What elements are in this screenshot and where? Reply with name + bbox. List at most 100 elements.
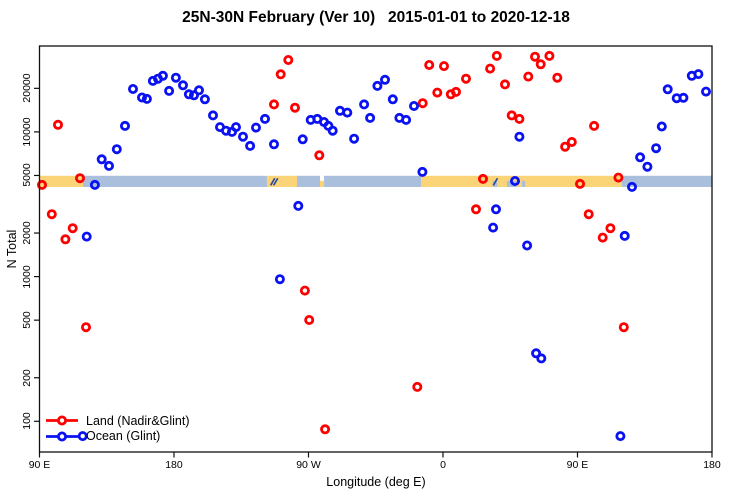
data-point-land <box>544 50 555 61</box>
legend: Land (Nadir&Glint) Ocean (Glint) <box>44 413 190 444</box>
x-tick-label: 90 W <box>296 459 321 471</box>
y-tick-label: 20000 <box>21 73 33 103</box>
data-point-land <box>560 141 571 152</box>
y-tick-label: 2000 <box>21 221 33 245</box>
data-point-ocean <box>327 125 338 136</box>
data-point-ocean <box>259 113 270 124</box>
data-point-land <box>46 209 57 220</box>
x-tick-label: 90 E <box>566 459 589 471</box>
data-point-land <box>575 178 586 189</box>
data-point-ocean <box>164 85 175 96</box>
map-band-segment <box>421 175 623 187</box>
data-point-ocean <box>89 179 100 190</box>
data-point-ocean <box>245 140 256 151</box>
data-point-land <box>530 51 541 62</box>
map-band-coast-detail <box>272 177 279 186</box>
data-point-land <box>67 223 78 234</box>
data-point-land <box>417 98 428 109</box>
data-point-ocean <box>372 80 383 91</box>
data-point-land <box>552 72 563 83</box>
data-point-ocean <box>268 139 279 150</box>
y-tick-label: 5000 <box>21 163 33 188</box>
chart-title: 25N-30N February (Ver 10) 2015-01-01 to … <box>182 9 570 26</box>
plot-box <box>38 45 713 453</box>
data-point-ocean <box>379 74 390 85</box>
data-point-land <box>60 234 71 245</box>
data-point-ocean <box>207 110 218 121</box>
data-point-ocean <box>615 431 626 442</box>
map-band-segment <box>266 175 297 187</box>
data-point-land <box>75 173 86 184</box>
data-point-ocean <box>237 131 248 142</box>
data-point-land <box>535 59 546 70</box>
data-point-ocean <box>536 353 547 364</box>
data-point-land <box>485 63 496 74</box>
data-point-land <box>470 204 481 215</box>
data-point-ocean <box>81 231 92 242</box>
map-band-segment <box>39 175 83 187</box>
map-band-segment <box>622 175 712 187</box>
y-tick-label: 100 <box>21 412 33 431</box>
data-point-ocean <box>293 200 304 211</box>
map-band-coast-detail <box>492 177 499 186</box>
data-point-ocean <box>170 72 181 83</box>
data-point-ocean <box>297 134 308 145</box>
data-point-ocean <box>365 112 376 123</box>
map-band-segment <box>82 175 267 187</box>
x-axis-label: Longitude (deg E) <box>326 475 426 489</box>
x-tick-label: 90 E <box>28 459 51 471</box>
data-point-land <box>491 50 502 61</box>
data-point-land <box>438 61 449 72</box>
data-point-land <box>268 99 279 110</box>
x-tick-label: 180 <box>703 459 721 471</box>
data-point-ocean <box>642 161 653 172</box>
data-point-ocean <box>199 94 210 105</box>
data-point-ocean <box>531 348 542 359</box>
data-point-ocean <box>183 89 194 100</box>
legend-marker-land-icon <box>46 415 78 426</box>
data-point-land <box>514 113 525 124</box>
data-point-ocean <box>230 122 241 133</box>
data-point-ocean <box>77 431 88 442</box>
legend-item-ocean: Ocean (Glint) <box>44 429 190 445</box>
data-point-ocean <box>274 274 285 285</box>
map-band-coast-detail <box>269 177 276 186</box>
data-point-land <box>304 314 315 325</box>
data-point-land <box>283 55 294 66</box>
data-point-ocean <box>188 90 199 101</box>
data-point-ocean <box>635 152 646 163</box>
data-point-land <box>320 424 331 435</box>
data-point-land <box>460 73 471 84</box>
data-point-land <box>597 232 608 243</box>
data-point-ocean <box>401 114 412 125</box>
data-point-land <box>618 322 629 333</box>
data-point-land <box>566 136 577 147</box>
legend-label-land: Land (Nadir&Glint) <box>86 413 190 428</box>
data-point-ocean <box>514 131 525 142</box>
y-tick-label: 10000 <box>21 117 33 147</box>
data-point-ocean <box>662 84 673 95</box>
data-point-ocean <box>349 133 360 144</box>
data-point-ocean <box>417 166 428 177</box>
data-point-land <box>523 71 534 82</box>
legend-marker-ocean-icon <box>46 431 78 442</box>
data-point-land <box>583 209 594 220</box>
data-point-land <box>53 119 64 130</box>
data-point-ocean <box>127 84 138 95</box>
data-point-land <box>299 285 310 296</box>
data-point-land <box>605 223 616 234</box>
data-point-ocean <box>96 154 107 165</box>
map-band-segment <box>319 180 325 187</box>
data-point-land <box>37 179 48 190</box>
data-point-ocean <box>490 204 501 215</box>
map-band-water-notch <box>521 180 526 187</box>
data-point-land <box>589 120 600 131</box>
data-point-land <box>412 381 423 392</box>
data-point-land <box>506 110 517 121</box>
data-point-land <box>477 173 488 184</box>
data-point-ocean <box>408 101 419 112</box>
data-point-land <box>81 322 92 333</box>
data-point-ocean <box>627 181 638 192</box>
